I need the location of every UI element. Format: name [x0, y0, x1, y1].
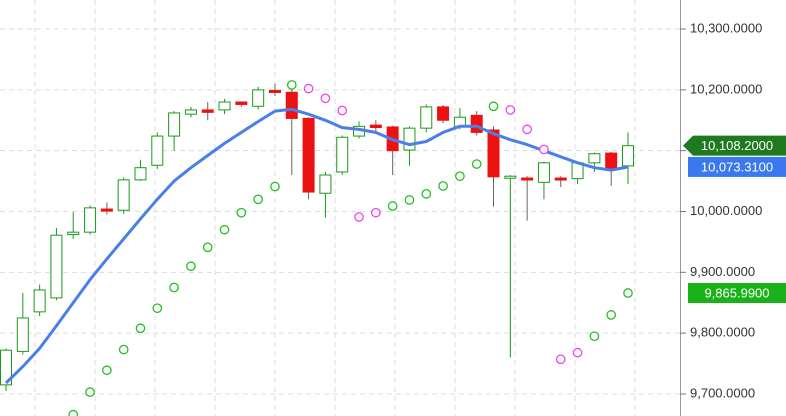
sar-dot [606, 310, 617, 320]
sar-dot [320, 93, 331, 104]
price-tag-bg [688, 283, 786, 304]
price-tag: 9,865.9900 [688, 283, 786, 304]
sar-dot [186, 261, 196, 272]
candle-body [201, 109, 214, 113]
sar-dot [169, 282, 179, 293]
price-tag-label: 9,865.9900 [704, 285, 769, 300]
candle-body [235, 101, 248, 105]
candle-body [302, 117, 315, 193]
candle-body [554, 177, 567, 181]
candle-body [521, 177, 534, 181]
y-tick-label: 9,700.0000 [690, 385, 755, 400]
candle-body [285, 91, 298, 119]
sar-dot [85, 387, 95, 398]
candle-body [487, 129, 500, 178]
candle-body [622, 145, 634, 167]
sar-dot [219, 224, 230, 235]
y-tick-label: 9,900.0000 [690, 264, 755, 279]
candle-body [268, 89, 281, 93]
candle-body [0, 349, 12, 386]
sar-dot [270, 181, 280, 192]
y-tick-label: 10,300.0000 [690, 20, 762, 35]
candle-body [537, 162, 550, 183]
sar-dot [354, 212, 364, 222]
candle-body [336, 136, 349, 173]
sar-dot [387, 201, 398, 211]
price-tag-bg [688, 156, 786, 177]
sar-dot [505, 105, 516, 115]
sar-dot [438, 181, 448, 191]
candle-body [50, 234, 63, 299]
sar-dot [404, 195, 415, 205]
candle-body [420, 106, 433, 129]
sar-dot [572, 347, 583, 358]
candle-body [117, 179, 130, 211]
sar-dot [539, 144, 549, 155]
y-tick-label: 9,800.0000 [690, 325, 755, 340]
vertical-grid [34, 0, 636, 416]
price-tag-label: 10,108.2000 [701, 138, 773, 153]
candle-body [588, 153, 601, 164]
sar-dot [589, 331, 600, 342]
sar-dot [471, 159, 482, 169]
candle-body [319, 174, 332, 194]
sar-dot [488, 101, 499, 112]
sar-dot [370, 207, 381, 218]
candle-body [218, 101, 231, 111]
sar-dot [522, 124, 532, 135]
sar-dot [202, 242, 213, 253]
candle-body [16, 317, 29, 352]
candle-body [470, 114, 483, 133]
sar-dot [623, 288, 633, 298]
sar-dot [135, 323, 146, 334]
sar-dot [337, 105, 348, 116]
candle-body [184, 109, 197, 115]
candle-body [134, 167, 147, 181]
candle-body [369, 124, 382, 129]
sar-dot [68, 409, 79, 416]
price-tag: 10,108.2000 [683, 135, 786, 156]
candle-body [100, 208, 113, 212]
sar-dot [455, 171, 465, 182]
price-tag-bg [683, 135, 786, 156]
sar-dot [303, 83, 314, 94]
sar-dot [236, 207, 247, 218]
candle-body [168, 112, 181, 137]
sar-dot [555, 354, 566, 365]
sar-dot [152, 303, 163, 314]
candle-body [605, 152, 618, 170]
moving-average-line [4, 107, 629, 385]
price-tag: 10,073.3100 [688, 156, 786, 177]
candle-body [437, 106, 450, 121]
y-tick-label: 10,000.0000 [690, 203, 762, 218]
sar-dot [286, 80, 297, 90]
candle-body [504, 175, 517, 179]
y-tick-label: 10,200.0000 [690, 81, 762, 96]
candle-body [84, 207, 97, 233]
candle-body [151, 135, 164, 166]
sar-dot [118, 344, 129, 355]
candle-body [67, 231, 80, 236]
sar-dot [253, 194, 264, 205]
candle-body [403, 127, 416, 151]
sar-dot [421, 189, 432, 199]
candle-body [33, 289, 46, 313]
price-tag-label: 10,073.3100 [701, 159, 773, 174]
candle-body [252, 89, 265, 107]
sar-dot [102, 365, 112, 376]
